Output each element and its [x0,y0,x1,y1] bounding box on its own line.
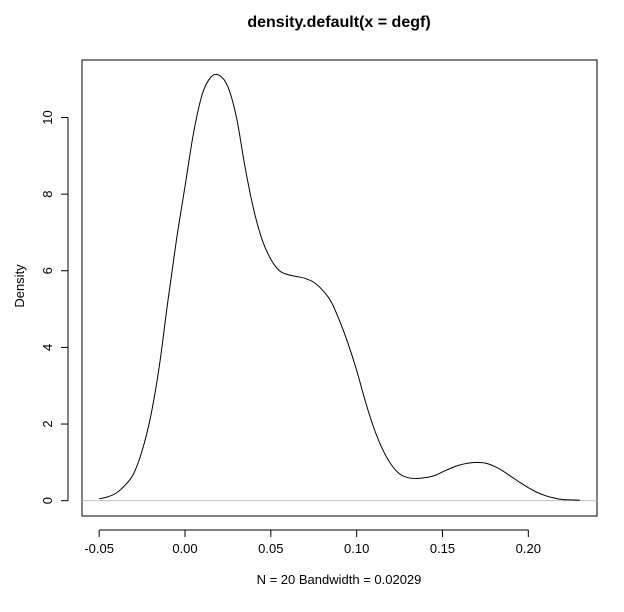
y-tick-label: 8 [40,191,55,198]
y-axis: 0 2 4 6 8 10 [40,110,69,504]
x-tick-label: 0.20 [516,541,541,556]
y-axis-label: Density [12,264,27,308]
plot-frame [81,59,598,517]
y-tick-label: 2 [40,420,55,427]
x-tick-label: 0.05 [258,541,283,556]
plot-area [81,59,598,517]
density-curve [99,73,580,501]
y-tick-label: 0 [40,497,55,504]
x-tick-label: 0.00 [172,541,197,556]
y-tick-label: 6 [40,267,55,274]
y-tick-label: 10 [40,110,55,124]
y-tick-label: 4 [40,344,55,351]
x-tick-label: -0.05 [84,541,114,556]
x-tick-label: 0.15 [430,541,455,556]
chart-title: density.default(x = degf) [247,14,430,31]
x-axis: -0.05 0.00 0.05 0.10 0.15 0.20 [84,529,541,556]
x-tick-label: 0.10 [344,541,369,556]
x-axis-label: N = 20 Bandwidth = 0.02029 [257,572,422,587]
